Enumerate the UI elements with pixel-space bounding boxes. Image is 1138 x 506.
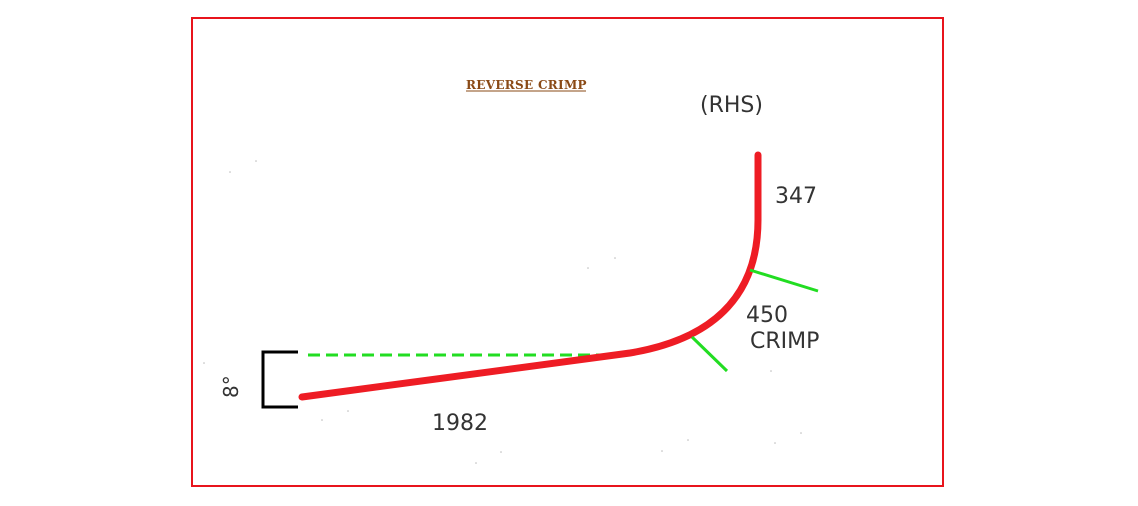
angle-bracket	[261, 350, 298, 409]
crimp-label: CRIMP	[750, 329, 819, 354]
bar-shape	[298, 151, 762, 401]
crimp-mark-lower	[690, 335, 729, 373]
side-label: (RHS)	[700, 93, 763, 118]
angle-label: 8°	[219, 375, 243, 398]
drawing-frame	[191, 17, 944, 487]
diagram-title: REVERSE CRIMP	[466, 78, 587, 92]
crimp-value-label: 450	[746, 303, 788, 328]
base-length-label: 1982	[432, 411, 488, 436]
crimp-mark-upper	[749, 268, 819, 293]
scan-specks	[203, 160, 802, 464]
vertical-length-label: 347	[775, 184, 817, 209]
